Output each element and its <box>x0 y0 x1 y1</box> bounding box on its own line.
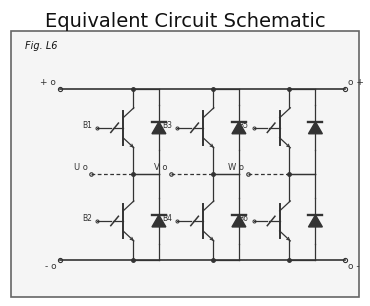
Text: B3: B3 <box>162 121 172 130</box>
Text: Equivalent Circuit Schematic: Equivalent Circuit Schematic <box>45 12 325 31</box>
Polygon shape <box>232 122 246 134</box>
Text: V o: V o <box>154 163 168 172</box>
Text: B6: B6 <box>238 214 248 223</box>
Polygon shape <box>152 215 166 227</box>
Text: Fig. L6: Fig. L6 <box>25 41 57 51</box>
Text: B1: B1 <box>82 121 92 130</box>
Polygon shape <box>309 122 322 134</box>
Text: U o: U o <box>74 163 88 172</box>
Text: o -: o - <box>349 262 360 271</box>
Text: B4: B4 <box>162 214 172 223</box>
Text: + o: + o <box>40 77 56 87</box>
Text: - o: - o <box>45 262 56 271</box>
Polygon shape <box>152 122 166 134</box>
Text: W o: W o <box>228 163 244 172</box>
Text: B5: B5 <box>238 121 248 130</box>
Polygon shape <box>309 215 322 227</box>
Text: B2: B2 <box>82 214 92 223</box>
Polygon shape <box>232 215 246 227</box>
Text: o +: o + <box>349 77 364 87</box>
